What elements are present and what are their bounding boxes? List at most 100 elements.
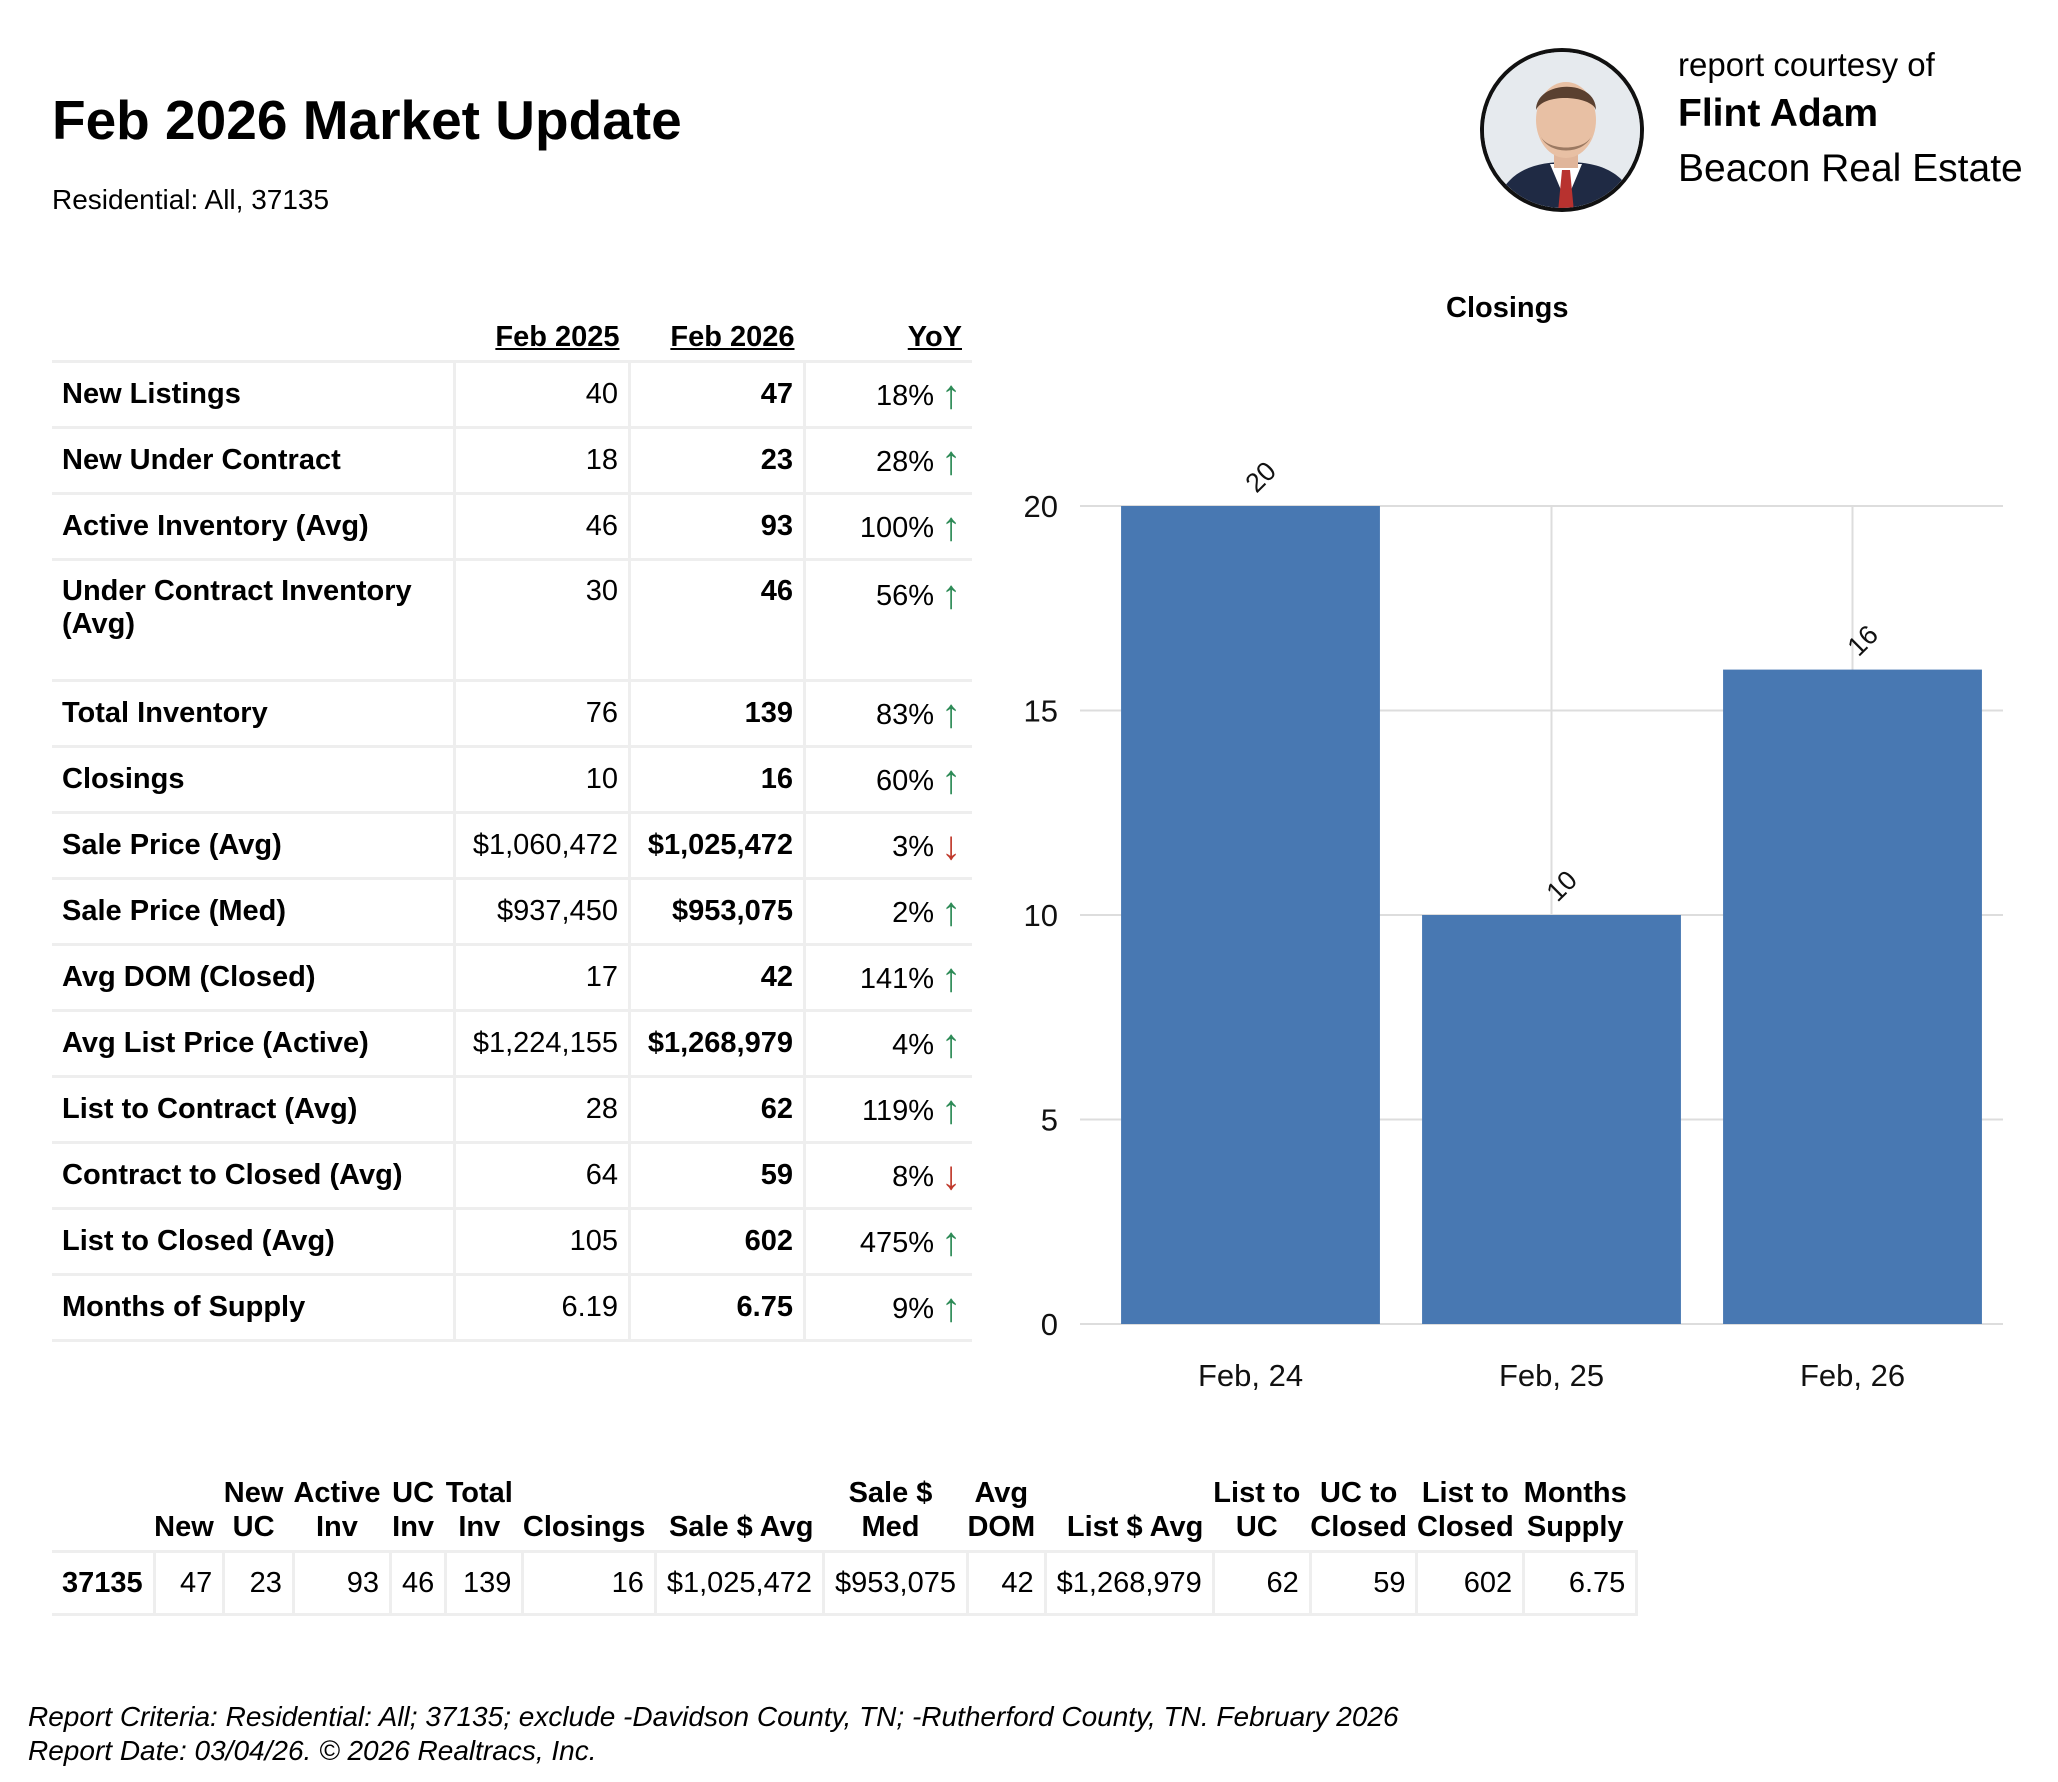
- closings-bar-chart: 0 5 10 15 20 20 Feb, 24 10 Feb, 25 16 Feb, 26: [1024, 456, 2003, 1393]
- agent-name: Flint Adam: [1678, 92, 1879, 135]
- stats-body: New Listings 40 47 18% ↑ New Under Contract 18…: [52, 360, 972, 1342]
- arrow-up-icon: ↑: [941, 955, 961, 1000]
- summary-header: New UC: [224, 1462, 294, 1552]
- stats-row: Active Inventory (Avg) 46 93 100% ↑: [52, 492, 972, 561]
- metric-label: Under Contract Inventory (Avg): [52, 558, 456, 682]
- prev-value: 17: [453, 943, 631, 1012]
- arrow-up-icon: ↑: [941, 1087, 961, 1132]
- metric-label: Contract to Closed (Avg): [52, 1141, 456, 1210]
- summary-header-line1: [1045, 1477, 1203, 1510]
- yoy-cell: 141% ↑: [803, 943, 972, 1012]
- stats-row: Sale Price (Med) $937,450 $953,075 2% ↑: [52, 877, 972, 946]
- arrow-up-icon: ↑: [941, 504, 961, 549]
- x-tick-label: Feb, 25: [1499, 1358, 1604, 1393]
- arrow-up-icon: ↑: [941, 372, 961, 417]
- curr-value: 139: [628, 679, 806, 748]
- metric-label: Avg List Price (Active): [52, 1009, 456, 1078]
- yoy-percent: 475%: [859, 1226, 934, 1259]
- stats-row: New Under Contract 18 23 28% ↑: [52, 426, 972, 495]
- yoy-percent: 56%: [875, 580, 934, 612]
- summary-header: Sale $ Avg: [655, 1462, 823, 1552]
- summary-header: Sale $ Med: [824, 1462, 968, 1552]
- summary-cell: $1,268,979: [1043, 1550, 1215, 1616]
- yoy-percent: 28%: [875, 445, 934, 478]
- prev-value: 105: [453, 1207, 631, 1276]
- prev-value: 76: [453, 679, 631, 748]
- summary-header-line1: Active: [293, 1477, 381, 1510]
- bar: [1422, 915, 1681, 1324]
- prev-value: 46: [453, 492, 631, 561]
- summary-cell: 139: [444, 1550, 525, 1616]
- summary-header-line2: Closings: [522, 1510, 646, 1543]
- summary-header-line2: Inv: [458, 1510, 501, 1543]
- arrow-up-icon: ↑: [941, 1219, 961, 1264]
- report-footer: Report Criteria: Residential: All; 37135…: [28, 1700, 1399, 1767]
- metric-label: List to Contract (Avg): [52, 1075, 456, 1144]
- yoy-percent: 2%: [892, 896, 934, 929]
- prev-value: 18: [453, 426, 631, 495]
- summary-cell: 602: [1415, 1550, 1526, 1616]
- arrow-up-icon: ↑: [941, 573, 961, 617]
- prev-value: 6.19: [453, 1273, 631, 1342]
- prev-value: 64: [453, 1141, 631, 1210]
- arrow-up-icon: ↑: [941, 1021, 961, 1066]
- metric-label: Sale Price (Avg): [52, 811, 456, 880]
- yoy-cell: 475% ↑: [803, 1207, 972, 1276]
- summary-header: Total Inv: [446, 1462, 523, 1552]
- summary-header-line2: UC: [232, 1510, 275, 1543]
- summary-zip: 37135: [52, 1550, 156, 1616]
- summary-header-line2: DOM: [967, 1510, 1036, 1543]
- summary-header-line1: [52, 1511, 144, 1544]
- report-date: Report Date: 03/04/26. © 2026 Realtracs,…: [28, 1734, 597, 1766]
- bar: [1121, 506, 1380, 1324]
- summary-header-line1: UC to: [1319, 1477, 1398, 1510]
- summary-header-row: New New UC Active Inv UC Inv Total Inv Closings …: [52, 1462, 1637, 1552]
- zip-summary-table: New New UC Active Inv UC Inv Total Inv Closings …: [52, 1462, 1639, 1616]
- stats-header-row: Feb 2025 Feb 2026 YoY: [52, 300, 972, 362]
- summary-header: Months Supply: [1524, 1462, 1637, 1552]
- yoy-cell: 9% ↑: [803, 1273, 972, 1342]
- stats-row: New Listings 40 47 18% ↑: [52, 360, 972, 429]
- stats-header-prev: Feb 2025: [495, 321, 620, 353]
- summary-cell: 23: [222, 1550, 295, 1616]
- summary-header-line1: [523, 1477, 645, 1510]
- stats-row: Total Inventory 76 139 83% ↑: [52, 679, 972, 748]
- metric-label: List to Closed (Avg): [52, 1207, 456, 1276]
- metric-label: New Under Contract: [52, 426, 456, 495]
- summary-header: List to UC: [1213, 1462, 1310, 1552]
- summary-header: [52, 1462, 154, 1552]
- curr-value: 59: [628, 1141, 806, 1210]
- yoy-cell: 56% ↑: [803, 558, 972, 682]
- yoy-percent: 100%: [859, 511, 934, 544]
- yoy-cell: 2% ↑: [803, 877, 972, 946]
- yoy-percent: 9%: [892, 1292, 934, 1325]
- summary-header-line2: Closed: [1310, 1510, 1407, 1543]
- summary-cell: $953,075: [822, 1550, 969, 1616]
- summary-cell: 93: [291, 1550, 392, 1616]
- report-criteria: Report Criteria: Residential: All; 37135…: [28, 1701, 1399, 1732]
- summary-data-row: 37135 47 23 93 46 139 16 $1,025,472 $953,075 42 $1…: [52, 1550, 1639, 1616]
- prev-value: 28: [453, 1075, 631, 1144]
- yoy-percent: 8%: [892, 1160, 934, 1193]
- agent-info: report courtesy of Flint Adam Beacon Rea…: [1678, 48, 2023, 188]
- yoy-percent: 83%: [875, 698, 934, 731]
- summary-header-line2: List $ Avg: [1066, 1510, 1204, 1543]
- yoy-percent: 3%: [892, 830, 934, 863]
- curr-value: 16: [628, 745, 806, 814]
- summary-header-line1: Total: [445, 1477, 513, 1510]
- summary-cell: 16: [521, 1550, 657, 1616]
- summary-cell: $1,025,472: [653, 1550, 826, 1616]
- summary-header: Avg DOM: [967, 1462, 1045, 1552]
- summary-header-line2: Inv: [392, 1510, 435, 1543]
- yoy-cell: 4% ↑: [803, 1009, 972, 1078]
- summary-header-line1: [154, 1477, 214, 1510]
- yoy-percent: 60%: [875, 764, 934, 797]
- prev-value: 10: [453, 745, 631, 814]
- arrow-up-icon: ↑: [941, 1285, 961, 1330]
- yoy-percent: 18%: [875, 379, 934, 412]
- summary-header-line2: Closed: [1416, 1510, 1514, 1543]
- summary-header: Active Inv: [293, 1462, 390, 1552]
- yoy-cell: 28% ↑: [803, 426, 972, 495]
- y-tick-label: 15: [1024, 694, 1058, 729]
- metric-label: Avg DOM (Closed): [52, 943, 456, 1012]
